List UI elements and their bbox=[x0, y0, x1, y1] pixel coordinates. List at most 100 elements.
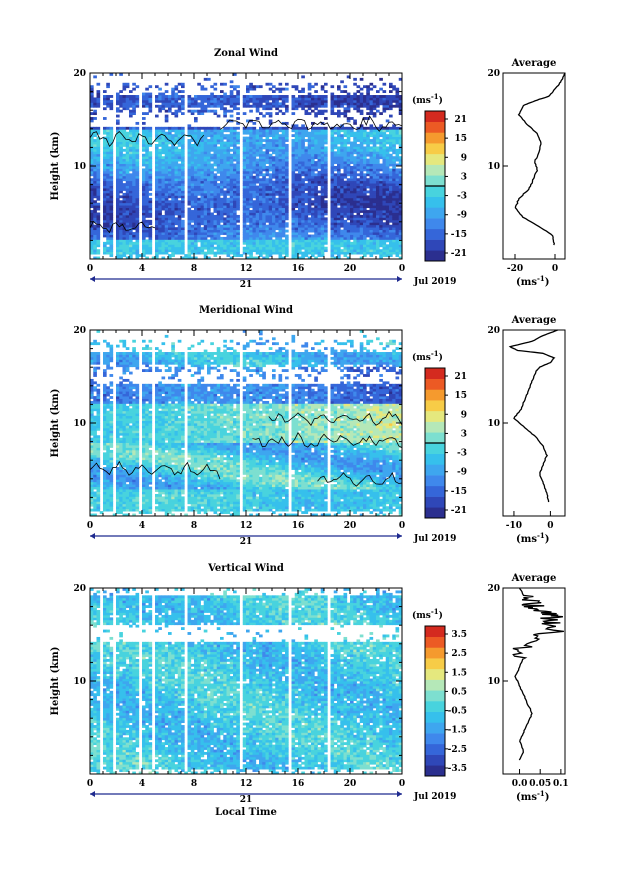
heatmap-cell bbox=[330, 205, 335, 209]
heatmap-cell bbox=[337, 241, 341, 245]
heatmap-cell bbox=[106, 236, 110, 240]
heatmap-cell bbox=[389, 241, 393, 245]
heatmap-cell bbox=[132, 219, 136, 223]
heatmap-cell bbox=[90, 99, 94, 103]
heatmap-cell bbox=[262, 161, 266, 164]
heatmap-cell bbox=[197, 227, 201, 231]
heatmap-cell bbox=[164, 222, 169, 226]
heatmap-cell bbox=[262, 173, 266, 177]
heatmap-cell bbox=[125, 146, 130, 150]
heatmap-cell bbox=[190, 170, 195, 174]
heatmap-cell bbox=[135, 239, 140, 243]
heatmap-cell bbox=[252, 129, 257, 133]
heatmap-cell bbox=[223, 190, 227, 194]
heatmap-cell bbox=[210, 136, 214, 140]
heatmap-cell bbox=[229, 251, 234, 255]
heatmap-cell bbox=[181, 158, 185, 162]
heatmap-cell bbox=[226, 136, 231, 140]
heatmap-cell bbox=[356, 161, 361, 164]
heatmap-cell bbox=[155, 99, 159, 103]
heatmap-cell bbox=[103, 148, 107, 152]
heatmap-cell bbox=[223, 244, 227, 248]
heatmap-cell bbox=[268, 102, 273, 106]
heatmap-cell bbox=[203, 134, 208, 138]
heatmap-cell bbox=[203, 109, 208, 113]
heatmap-cell bbox=[262, 175, 266, 179]
heatmap-cell bbox=[255, 180, 260, 184]
heatmap-cell bbox=[125, 95, 130, 98]
heatmap-cell bbox=[171, 232, 175, 235]
heatmap-cell bbox=[343, 197, 348, 201]
heatmap-cell bbox=[210, 227, 214, 231]
heatmap-cell bbox=[337, 102, 341, 106]
heatmap-cell bbox=[285, 224, 289, 228]
heatmap-cell bbox=[164, 185, 169, 189]
heatmap-cell bbox=[320, 214, 325, 218]
heatmap-cell bbox=[246, 229, 250, 233]
heatmap-cell bbox=[181, 161, 185, 164]
heatmap-cell bbox=[376, 178, 380, 182]
heatmap-cell bbox=[376, 229, 380, 233]
heatmap-cell bbox=[291, 183, 296, 186]
heatmap-cell bbox=[275, 107, 279, 111]
heatmap-cell bbox=[125, 134, 130, 138]
heatmap-cell bbox=[294, 180, 299, 184]
heatmap-cell bbox=[311, 234, 315, 238]
heatmap-cell bbox=[330, 173, 335, 177]
heatmap-cell bbox=[168, 156, 172, 160]
heatmap-cell bbox=[119, 195, 123, 199]
heatmap-cell bbox=[161, 95, 166, 98]
heatmap-cell bbox=[366, 210, 370, 213]
heatmap-cell bbox=[223, 109, 227, 113]
heatmap-cell bbox=[233, 227, 237, 231]
heatmap-cell bbox=[294, 163, 299, 167]
heatmap-cell bbox=[197, 205, 201, 209]
heatmap-cell bbox=[255, 104, 260, 108]
heatmap-cell bbox=[356, 210, 361, 213]
heatmap-cell bbox=[311, 151, 315, 155]
heatmap-cell bbox=[363, 183, 367, 186]
heatmap-cell bbox=[301, 158, 305, 162]
heatmap-cell bbox=[200, 156, 205, 160]
heatmap-cell bbox=[216, 141, 221, 145]
heatmap-cell bbox=[93, 195, 97, 199]
heatmap-cell bbox=[236, 224, 240, 228]
heatmap-cell bbox=[281, 197, 286, 201]
heatmap-cell bbox=[320, 212, 325, 216]
heatmap-cell bbox=[330, 158, 335, 162]
heatmap-cell bbox=[298, 188, 302, 191]
heatmap-cell bbox=[194, 104, 198, 108]
heatmap-cell bbox=[155, 222, 159, 226]
heatmap-cell bbox=[194, 153, 198, 157]
heatmap-cell bbox=[265, 102, 270, 106]
heatmap-cell bbox=[122, 219, 127, 223]
heatmap-cell bbox=[252, 178, 257, 182]
heatmap-cell bbox=[340, 185, 344, 189]
heatmap-cell bbox=[317, 224, 322, 228]
heatmap-cell bbox=[294, 229, 299, 233]
heatmap-cell bbox=[337, 217, 341, 221]
heatmap-cell bbox=[281, 249, 286, 253]
heatmap-cell bbox=[236, 139, 240, 142]
heatmap-cell bbox=[190, 244, 195, 248]
heatmap-cell bbox=[385, 170, 390, 174]
heatmap-cell bbox=[317, 97, 322, 101]
heatmap-cell bbox=[307, 139, 312, 142]
heatmap-cell bbox=[171, 210, 175, 213]
heatmap-cell bbox=[203, 146, 208, 150]
heatmap-cell bbox=[223, 166, 227, 169]
heatmap-cell bbox=[350, 131, 354, 135]
heatmap-cell bbox=[255, 97, 260, 101]
heatmap-cell bbox=[171, 92, 175, 96]
heatmap-cell bbox=[333, 183, 338, 186]
heatmap-cell bbox=[298, 197, 302, 201]
heatmap-cell bbox=[109, 222, 114, 226]
heatmap-cell bbox=[164, 178, 169, 182]
heatmap-cell bbox=[311, 163, 315, 167]
heatmap-cell bbox=[171, 134, 175, 138]
heatmap-cell bbox=[236, 178, 240, 182]
heatmap-cell bbox=[255, 148, 260, 152]
heatmap-cell bbox=[155, 139, 159, 142]
heatmap-cell bbox=[135, 97, 140, 101]
heatmap-cell bbox=[119, 104, 123, 108]
